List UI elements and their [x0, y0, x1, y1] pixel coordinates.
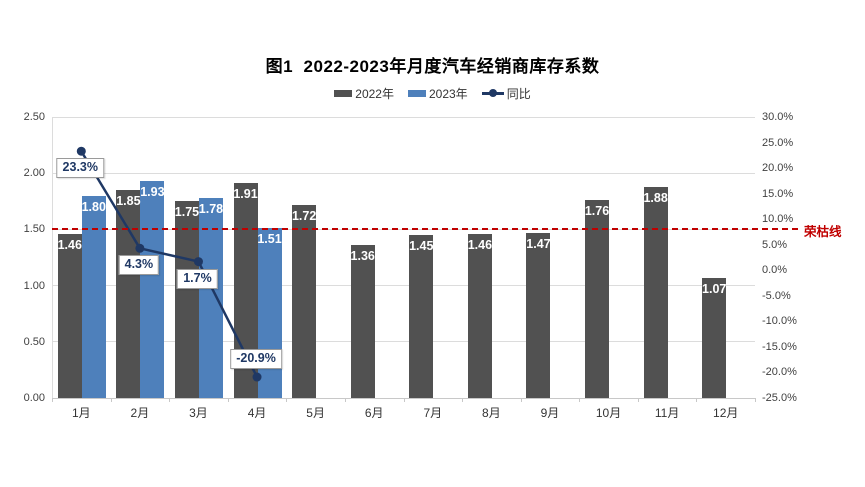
bar-value-label: 1.07	[702, 281, 727, 296]
gridline	[52, 285, 755, 287]
bar-value-label: 1.76	[584, 204, 610, 219]
bar-2022年-2月	[116, 190, 141, 398]
legend-label: 2022年	[355, 86, 394, 101]
bar-value-label: 1.80	[81, 199, 106, 214]
y-axis-line	[52, 117, 53, 398]
right-axis-tick: 15.0%	[762, 187, 794, 200]
right-axis-tick: 30.0%	[762, 111, 794, 123]
yoy-point-label: 4.3%	[118, 255, 160, 276]
x-axis-label: 6月	[364, 406, 384, 420]
legend-label: 同比	[506, 86, 531, 101]
x-axis-tick	[52, 398, 53, 402]
x-axis-tick	[579, 398, 581, 402]
right-axis-tick: -20.0%	[762, 366, 797, 379]
boom-bust-label: 荣枯线	[804, 225, 842, 240]
x-axis-label: 12月	[713, 406, 739, 420]
right-axis-tick: 25.0%	[762, 136, 794, 149]
legend-dot-icon	[488, 89, 497, 97]
yoy-data-point	[76, 146, 86, 156]
legend-item-2022年: 2022年	[334, 85, 394, 102]
x-axis-label: 4月	[247, 406, 267, 420]
bar-2022年-1月	[57, 233, 82, 398]
x-axis-label: 1月	[71, 406, 91, 420]
bar-2023年-4月	[257, 228, 282, 398]
gridline	[52, 341, 755, 343]
legend-swatch-icon	[407, 89, 426, 97]
bar-value-label: 1.78	[198, 201, 224, 216]
boom-bust-reference-line	[52, 228, 798, 231]
x-axis-tick	[110, 398, 112, 402]
bar-2022年-10月	[585, 200, 610, 398]
yoy-point-label: 23.3%	[56, 158, 105, 179]
right-axis-tick: -15.0%	[762, 340, 797, 353]
x-axis-tick	[227, 398, 229, 402]
x-axis-tick	[755, 398, 756, 402]
bar-value-label: 1.88	[643, 190, 668, 205]
x-axis-label: 2月	[130, 406, 150, 420]
legend-swatch-icon	[334, 89, 353, 97]
left-axis-tick: 0.50	[23, 335, 45, 348]
x-axis-tick	[637, 398, 639, 402]
bar-value-label: 1.36	[350, 249, 375, 264]
bar-value-label: 1.72	[291, 208, 317, 223]
bar-2022年-8月	[467, 233, 492, 398]
legend-label: 2023年	[428, 86, 468, 101]
bar-value-label: 1.46	[467, 237, 493, 252]
yoy-point-label: -20.9%	[230, 349, 282, 370]
chart-title: 图1 2022-2023年月度汽车经销商库存系数	[265, 57, 600, 76]
x-axis-label: 8月	[482, 406, 501, 420]
x-axis-tick	[696, 398, 698, 402]
legend-line-marker-icon	[481, 89, 504, 98]
x-axis-tick	[344, 398, 346, 402]
legend-item-2023年: 2023年	[407, 85, 468, 102]
gridline	[52, 116, 755, 118]
right-axis-tick: -25.0%	[762, 392, 797, 404]
right-axis-tick: 0.0%	[762, 264, 788, 277]
bar-value-label: 1.45	[409, 239, 434, 254]
x-axis-tick	[169, 398, 171, 402]
left-axis-tick: 1.50	[23, 223, 45, 236]
right-axis-tick: -10.0%	[762, 315, 797, 328]
x-axis-tick	[462, 398, 464, 402]
left-axis-tick: 2.00	[23, 167, 45, 180]
bar-2022年-12月	[702, 277, 727, 398]
bar-2022年-6月	[350, 245, 375, 398]
legend-item-同比: 同比	[481, 85, 531, 102]
right-axis-tick: 20.0%	[762, 162, 794, 175]
bar-2022年-3月	[174, 201, 199, 398]
gridline	[52, 172, 755, 174]
right-axis-tick: 5.0%	[762, 238, 788, 251]
bar-2023年-1月	[81, 195, 106, 398]
bar-value-label: 1.91	[233, 187, 258, 202]
yoy-point-label: 1.7%	[177, 268, 218, 289]
x-axis-tick	[403, 398, 405, 402]
bar-value-label: 1.46	[57, 237, 82, 252]
bar-value-label: 1.51	[257, 232, 282, 247]
bar-2022年-9月	[526, 232, 551, 398]
bar-value-label: 1.93	[140, 185, 165, 200]
left-axis-tick: 2.50	[23, 111, 45, 123]
left-axis-tick: 0.00	[23, 392, 45, 404]
left-axis-tick: 1.00	[23, 279, 45, 292]
right-axis-tick: 10.0%	[762, 213, 794, 226]
x-axis-label: 3月	[189, 406, 208, 420]
bar-2023年-2月	[140, 181, 165, 398]
chart-legend: 2022年 2023年 同比	[0, 85, 865, 101]
x-axis-tick	[520, 398, 522, 402]
x-axis-label: 9月	[540, 406, 560, 420]
x-axis-label: 11月	[654, 406, 680, 420]
bar-2022年-7月	[409, 235, 434, 398]
x-axis-label: 5月	[306, 406, 325, 420]
x-axis-tick	[286, 398, 288, 402]
x-axis-label: 7月	[423, 406, 443, 420]
bar-2022年-5月	[292, 204, 317, 398]
right-axis-tick: -5.0%	[762, 289, 791, 302]
x-axis-label: 10月	[595, 406, 622, 420]
bar-2022年-11月	[643, 186, 668, 398]
bar-value-label: 1.47	[526, 236, 551, 251]
